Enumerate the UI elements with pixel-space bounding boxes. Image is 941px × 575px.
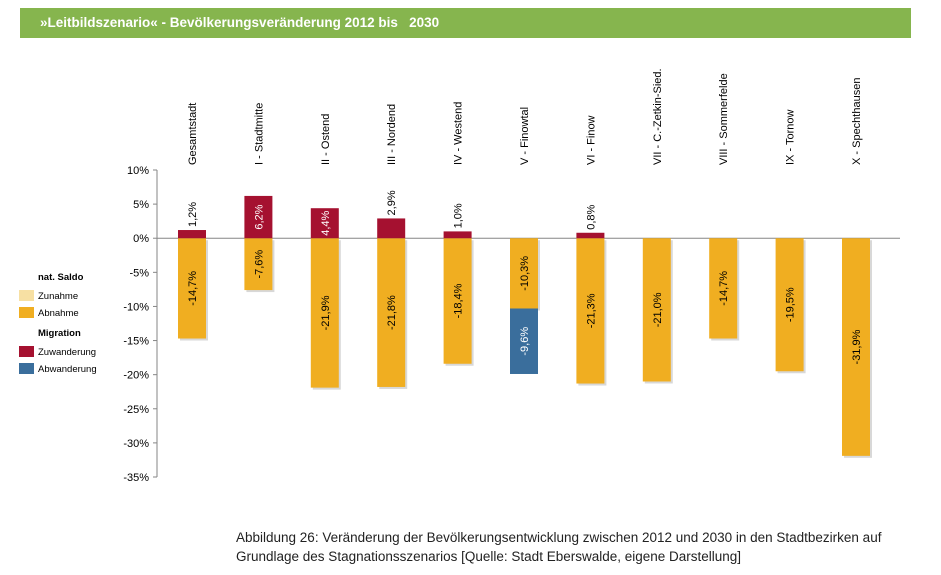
y-tick-label: 0% [133,233,149,245]
legend-label: Zunahme [38,291,78,302]
bar-abnahme [443,238,472,364]
bar-abnahme [377,238,406,387]
bar-abnahme [842,238,870,456]
data-label-zuwanderung: 1,2% [187,202,199,227]
bar-abnahme [642,238,671,382]
data-label-zuwanderung: 6,2% [253,204,265,229]
category-label: I - Stadtmitte [253,103,265,165]
y-tick-label: -25% [123,404,149,416]
category-label: VIII - Sommerfelde [718,73,730,165]
data-label-abnahme: -19,5% [785,287,797,322]
category-label: III - Nordend [386,104,398,165]
data-label-abnahme: -7,6% [253,250,265,279]
category-label: VII - C.-Zetkin-Sied. [652,68,664,165]
bar-abnahme [244,238,273,291]
data-label-abnahme: -18,4% [453,283,465,318]
data-label-abnahme: -14,7% [718,271,730,306]
data-label-abnahme: -21,3% [585,293,597,328]
bar-zuwanderung [178,230,206,239]
bar-abnahme [576,238,605,384]
category-label: IV - Westend [453,102,465,165]
bar-zuwanderung [377,218,406,239]
y-tick-label: -30% [123,438,149,450]
title-bar: »Leitbildszenario« - Bevölkerungsverände… [20,8,911,38]
category-label: IX - Tornow [785,110,797,165]
data-label-abnahme: -21,0% [652,292,664,327]
legend-swatch [19,307,34,318]
bar-chart: 10% 5% 0% -5% -10% -15% -20% -25% -30% -35% Gesamt… [19,68,900,484]
legend-swatch [19,363,34,374]
data-label-zuwanderung: 4,4% [320,210,332,235]
legend-group-title: Migration [38,328,81,339]
data-label-abnahme: -10,3% [519,256,531,291]
y-tick-label: -15% [123,336,149,348]
legend-swatch [19,290,34,301]
bar-abnahme [775,238,804,372]
bar-zuwanderung [443,231,472,239]
category-label: II - Ostend [320,114,332,165]
data-label-abnahme: -21,9% [320,295,332,330]
category-label: X - Spechthausen [851,78,863,165]
caption-line-1: Abbildung 26: Veränderung der Bevölkerun… [236,530,882,545]
y-tick-label: -35% [123,472,149,484]
legend-label: Abnahme [38,308,79,319]
chart-title: »Leitbildszenario« - Bevölkerungsverände… [40,15,440,30]
caption-line-2: Grundlage des Stagnationsszenarios [Quel… [236,549,742,564]
category-label: VI - Finow [585,115,597,165]
y-tick-label: 5% [133,199,149,211]
category-label: Gesamtstadt [187,103,199,165]
y-tick-label: 10% [127,165,149,177]
bar-abnahme [310,238,339,388]
data-label-abnahme: -14,7% [187,271,199,306]
legend-group-title: nat. Saldo [38,272,84,283]
bar-abnahme [510,238,538,309]
bar-abnahme [178,238,206,339]
y-tick-label: -10% [123,301,149,313]
data-label-abwanderung: -9,6% [519,327,531,356]
figure-caption: Abbildung 26: Veränderung der Bevölkerun… [236,528,926,566]
bar-abnahme [709,238,738,339]
y-tick-label: -20% [123,370,149,382]
legend-label: Abwanderung [38,364,97,375]
legend-swatch [19,346,34,357]
y-tick-label: -5% [129,267,149,279]
bar-zuwanderung [310,208,339,239]
data-label-abnahme: -21,8% [386,295,398,330]
bar-zuwanderung [576,232,605,239]
data-label-zuwanderung: 1,0% [453,203,465,228]
category-label: V - Finowtal [519,107,531,165]
bar-abwanderung [510,308,538,374]
legend-label: Zuwanderung [38,347,96,358]
data-label-zuwanderung: 2,9% [386,190,398,215]
bar-zuwanderung [244,195,273,239]
data-label-abnahme: -31,9% [851,329,863,364]
data-label-zuwanderung: 0,8% [585,204,597,229]
